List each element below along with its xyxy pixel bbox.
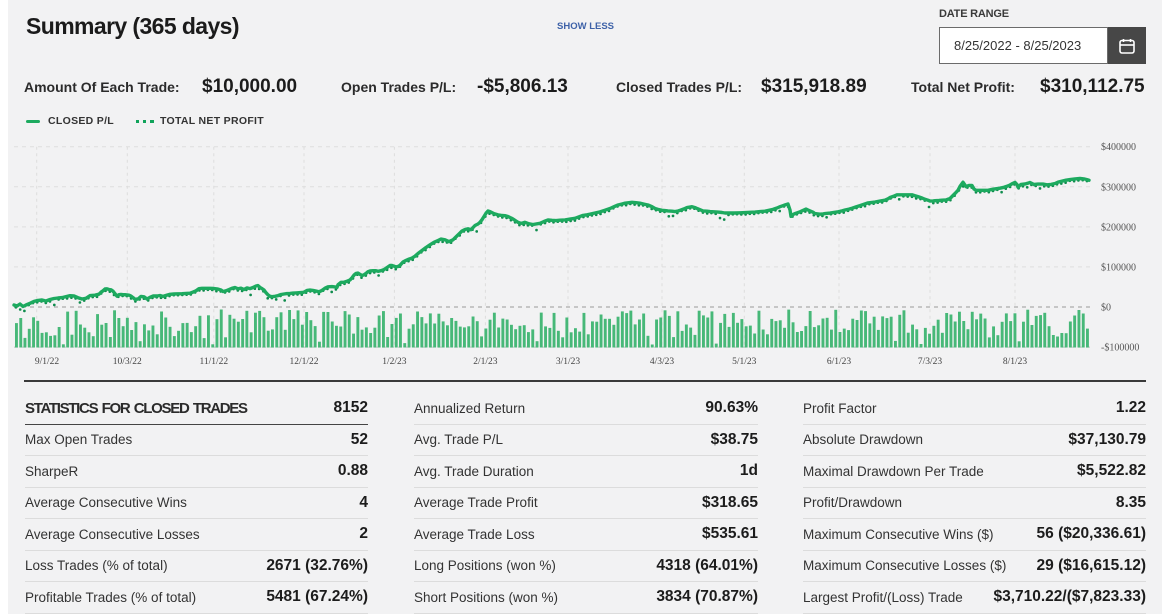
svg-text:1/2/23: 1/2/23 bbox=[382, 357, 407, 367]
svg-text:4/3/23: 4/3/23 bbox=[650, 357, 675, 367]
svg-text:-$100000: -$100000 bbox=[1101, 343, 1139, 354]
svg-text:$0: $0 bbox=[1101, 303, 1111, 314]
svg-text:$400000: $400000 bbox=[1101, 142, 1136, 153]
svg-text:12/1/22: 12/1/22 bbox=[289, 357, 318, 367]
svg-text:6/1/23: 6/1/23 bbox=[827, 357, 852, 367]
svg-text:7/3/23: 7/3/23 bbox=[918, 357, 943, 367]
svg-text:8/1/23: 8/1/23 bbox=[1003, 357, 1028, 367]
svg-text:$300000: $300000 bbox=[1101, 182, 1136, 193]
svg-text:2/1/23: 2/1/23 bbox=[473, 357, 498, 367]
svg-text:$100000: $100000 bbox=[1101, 262, 1136, 273]
svg-text:9/1/22: 9/1/22 bbox=[35, 357, 60, 367]
svg-text:11/1/22: 11/1/22 bbox=[199, 357, 228, 367]
svg-text:10/3/22: 10/3/22 bbox=[113, 357, 142, 367]
svg-text:$200000: $200000 bbox=[1101, 222, 1136, 233]
svg-text:3/1/23: 3/1/23 bbox=[556, 357, 581, 367]
svg-text:5/1/23: 5/1/23 bbox=[732, 357, 757, 367]
